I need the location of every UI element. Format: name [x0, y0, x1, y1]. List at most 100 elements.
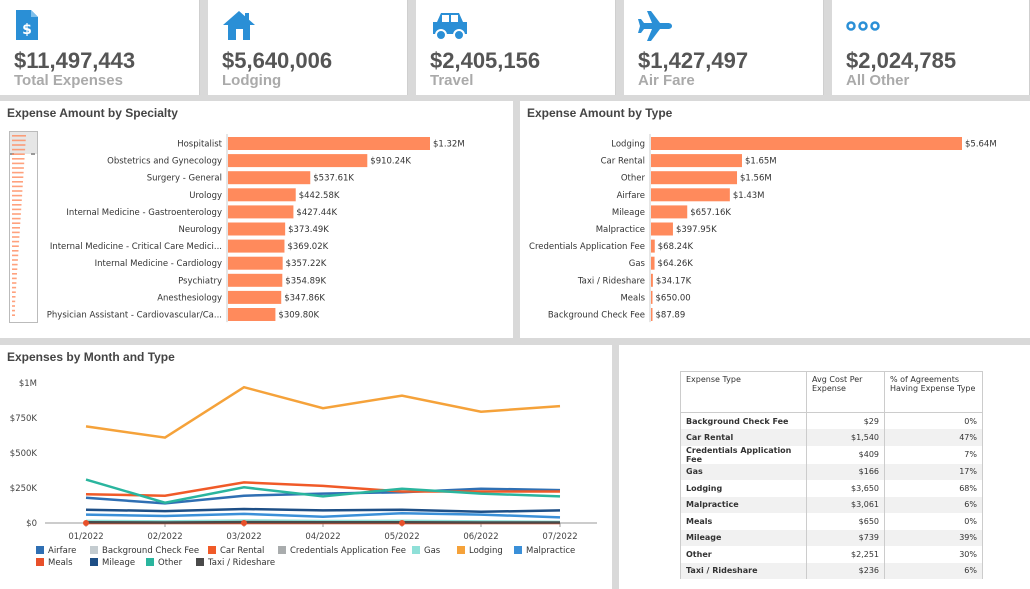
type-bar[interactable] — [651, 171, 738, 185]
type-bar[interactable] — [651, 239, 655, 253]
table-row[interactable]: Background Check Fee $29 0% — [680, 412, 983, 429]
legend-label[interactable]: Car Rental — [220, 546, 264, 556]
legend-swatch[interactable] — [90, 558, 98, 566]
scrollbar-preview-bar — [12, 217, 21, 220]
table-row[interactable]: Other $2,251 30% — [680, 546, 983, 563]
kpi-value: $2,405,156 — [430, 48, 541, 73]
legend-swatch[interactable] — [457, 546, 465, 554]
table-row[interactable]: Taxi / Rideshare $236 6% — [680, 562, 983, 579]
column-header[interactable]: Avg Cost Per Expense — [806, 371, 885, 413]
specialty-bar[interactable] — [228, 290, 282, 304]
legend-label[interactable]: Meals — [48, 558, 73, 568]
specialty-category-label: Internal Medicine - Critical Care Medici… — [50, 242, 222, 252]
y-tick-label: $750K — [10, 414, 38, 424]
avg-cost-cell: $739 — [806, 529, 885, 546]
type-bar[interactable] — [651, 290, 653, 304]
percent-cell: 6% — [884, 562, 983, 579]
type-bar[interactable] — [651, 188, 730, 202]
specialty-bar[interactable] — [228, 239, 285, 253]
y-tick-label: $500K — [10, 449, 38, 459]
type-bar[interactable] — [651, 154, 742, 168]
legend-swatch[interactable] — [146, 558, 154, 566]
legend-swatch[interactable] — [514, 546, 522, 554]
scrollbar-preview-bar — [12, 286, 17, 289]
legend-swatch[interactable] — [412, 546, 420, 554]
kpi-card-all-other: $2,024,785 All Other — [832, 0, 1030, 95]
legend-swatch[interactable] — [208, 546, 216, 554]
specialty-bar[interactable] — [228, 273, 283, 287]
series-line[interactable] — [85, 481, 560, 497]
table-row[interactable]: Car Rental $1,540 47% — [680, 429, 983, 446]
percent-cell: 6% — [884, 496, 983, 513]
series-line[interactable] — [85, 478, 561, 504]
series-line[interactable] — [85, 507, 561, 514]
legend-swatch[interactable] — [90, 546, 98, 554]
kpi-label: Air Fare — [638, 72, 695, 89]
scrollbar-preview-bar — [12, 158, 25, 160]
expense-type-cell: Background Check Fee — [680, 412, 807, 429]
x-tick-label: 01/2022 — [68, 532, 103, 542]
type-bar[interactable] — [651, 273, 653, 287]
scrollbar-preview-bar — [12, 259, 18, 261]
legend-swatch[interactable] — [278, 546, 286, 554]
type-category-label: Mileage — [612, 208, 645, 218]
scrollbar-preview-bar — [12, 300, 16, 303]
legend-label[interactable]: Gas — [424, 546, 441, 556]
series-line[interactable] — [85, 511, 561, 519]
scrollbar-preview-bar — [12, 268, 18, 270]
series-line[interactable] — [85, 385, 561, 439]
column-header[interactable]: Expense Type — [680, 371, 807, 413]
specialty-bar[interactable] — [228, 308, 276, 321]
monthly-line-chart: $0 $250K $500K $750K $1M 01/2022 02/2022 03/202… — [10, 379, 597, 568]
specialty-category-label: Anesthesiology — [157, 293, 222, 303]
kpi-label: Total Expenses — [14, 72, 123, 89]
table-row[interactable]: Mileage $739 39% — [680, 529, 983, 546]
kpi-card-lodging: $5,640,006 Lodging — [208, 0, 408, 95]
legend-label[interactable]: Malpractice — [526, 546, 575, 556]
specialty-bar[interactable] — [228, 171, 311, 185]
type-value-label: $1.65M — [745, 157, 777, 167]
type-bar[interactable] — [651, 308, 653, 321]
table-row[interactable]: Credentials Application Fee $409 7% — [680, 445, 983, 464]
specialty-value-label: $347.86K — [284, 293, 325, 303]
specialty-bar[interactable] — [228, 256, 283, 270]
type-bar[interactable] — [651, 137, 962, 150]
type-bar[interactable] — [651, 222, 673, 236]
table-row[interactable]: Malpractice $3,061 6% — [680, 496, 983, 513]
kpi-label: Travel — [430, 72, 474, 89]
type-category-label: Malpractice — [596, 225, 645, 235]
legend-label[interactable]: Lodging — [469, 546, 503, 556]
meals-point[interactable] — [83, 520, 89, 526]
specialty-category-label: Internal Medicine - Cardiology — [95, 259, 222, 269]
specialty-bar[interactable] — [228, 205, 294, 219]
legend-label[interactable]: Airfare — [48, 546, 76, 556]
legend-label[interactable]: Mileage — [102, 558, 135, 568]
specialty-scrollbar[interactable] — [9, 131, 39, 324]
meals-point[interactable] — [399, 520, 405, 526]
legend-swatch[interactable] — [36, 546, 44, 554]
type-bar[interactable] — [651, 205, 688, 219]
legend-swatch[interactable] — [196, 558, 204, 566]
meals-point[interactable] — [241, 520, 247, 526]
legend-label[interactable]: Background Check Fee — [102, 546, 199, 556]
specialty-bar[interactable] — [228, 137, 430, 150]
legend-label[interactable]: Credentials Application Fee — [290, 546, 406, 556]
specialty-bar[interactable] — [228, 154, 368, 168]
scrollbar-preview-bar — [12, 254, 19, 257]
scrollbar-preview-bar — [12, 227, 20, 229]
column-header[interactable]: % of Agreements Having Expense Type — [884, 371, 983, 413]
legend-swatch[interactable] — [36, 558, 44, 566]
type-category-label: Background Check Fee — [548, 311, 645, 321]
percent-cell: 0% — [884, 412, 983, 429]
table-row[interactable]: Meals $650 0% — [680, 513, 983, 530]
legend-label[interactable]: Other — [158, 558, 183, 568]
specialty-bar[interactable] — [228, 222, 286, 236]
type-bar[interactable] — [651, 256, 655, 270]
scrollbar-preview-bar — [12, 194, 23, 197]
specialty-value-label: $357.22K — [286, 259, 327, 269]
legend-label[interactable]: Taxi / Rideshare — [207, 558, 275, 568]
table-row[interactable]: Lodging $3,650 68% — [680, 480, 983, 497]
table-row[interactable]: Gas $166 17% — [680, 463, 983, 480]
x-tick-label: 05/2022 — [384, 532, 419, 542]
specialty-bar[interactable] — [228, 188, 296, 202]
